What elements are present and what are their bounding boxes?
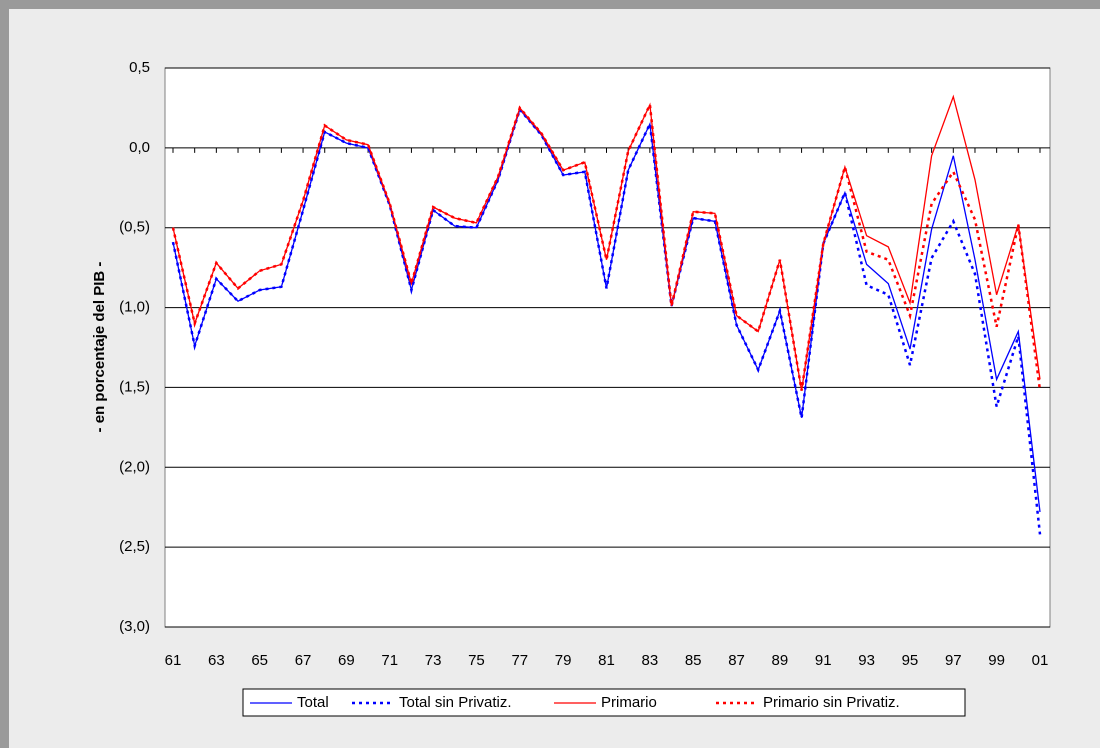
x-tick-label: 67 <box>295 652 312 669</box>
legend-label: Total <box>297 694 329 711</box>
y-tick-label: (0,5) <box>119 219 150 236</box>
x-tick-label: 91 <box>815 652 832 669</box>
x-tick-label: 73 <box>425 652 442 669</box>
x-tick-label: 83 <box>642 652 659 669</box>
series-line <box>171 106 1042 535</box>
x-tick-label: 77 <box>511 652 528 669</box>
x-tick-label: 75 <box>468 652 485 669</box>
x-tick-label: 63 <box>208 652 225 669</box>
y-tick-label: (1,0) <box>119 299 150 316</box>
legend <box>242 688 966 717</box>
x-tick-label: 61 <box>165 652 182 669</box>
x-tick-label: 65 <box>251 652 268 669</box>
x-tick-label: 87 <box>728 652 745 669</box>
x-tick-label: 79 <box>555 652 572 669</box>
x-tick-label: 69 <box>338 652 355 669</box>
y-tick-label: (3,0) <box>119 618 150 635</box>
x-tick-label: 01 <box>1032 652 1049 669</box>
y-axis-label: - en porcentaje del PIB - <box>91 262 108 433</box>
series-line <box>171 100 1042 391</box>
plot-area <box>164 67 1051 628</box>
y-tick-label: (1,5) <box>119 378 150 395</box>
x-tick-label: 99 <box>988 652 1005 669</box>
legend-label: Total sin Privatiz. <box>399 694 512 711</box>
x-tick-label: 71 <box>381 652 398 669</box>
frame-left <box>0 0 9 748</box>
x-tick-label: 95 <box>902 652 919 669</box>
x-tick-label: 85 <box>685 652 702 669</box>
legend-label: Primario <box>601 694 657 711</box>
x-tick-label: 81 <box>598 652 615 669</box>
y-tick-label: (2,5) <box>119 538 150 555</box>
y-tick-label: 0,5 <box>129 59 150 76</box>
x-tick-label: 97 <box>945 652 962 669</box>
x-tick-label: 93 <box>858 652 875 669</box>
x-tick-label: 89 <box>772 652 789 669</box>
y-tick-label: (2,0) <box>119 458 150 475</box>
frame-top <box>0 0 1100 9</box>
y-tick-label: 0,0 <box>129 139 150 156</box>
legend-label: Primario sin Privatiz. <box>763 694 900 711</box>
